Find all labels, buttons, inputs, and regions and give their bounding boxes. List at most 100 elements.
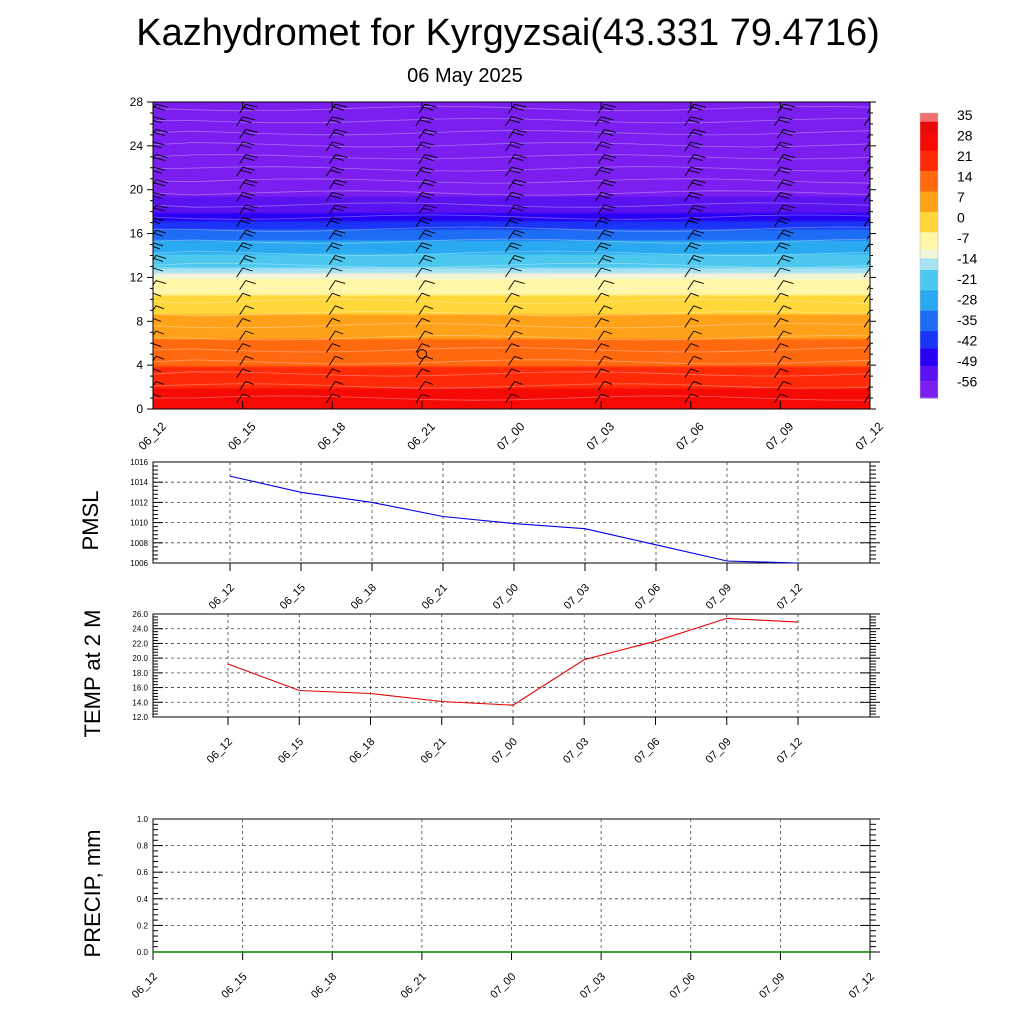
wind-barb-flag: [245, 254, 256, 259]
colorbar-tick-label: -7: [957, 230, 970, 246]
wind-barb-flag: [783, 280, 794, 285]
wind-barb-staff: [508, 355, 515, 366]
wind-barb-staff: [684, 267, 692, 278]
wind-barb-staff: [415, 368, 423, 379]
wind-barb-flag: [780, 343, 789, 348]
wind-barb-flag: [153, 106, 165, 111]
y-tick-label: 0.4: [137, 895, 149, 904]
isotherm-line: [153, 347, 870, 353]
wind-barb-flag: [604, 179, 617, 184]
isotherm-line: [153, 142, 870, 148]
panel-y-axis-label: TEMP at 2 M: [80, 610, 105, 738]
colorbar-swatch: [920, 299, 938, 303]
wind-barb-flag: [599, 194, 611, 199]
wind-barb-staff: [328, 229, 336, 240]
chart-subtitle: 06 May 2025: [407, 65, 523, 87]
wind-barb-flag: [514, 154, 527, 159]
isotherm-line: [153, 166, 870, 172]
x-tick-label: 06_18: [347, 736, 377, 766]
temperature-shading: [153, 102, 870, 409]
wind-barb-flag: [514, 254, 525, 259]
wind-barb-flag: [871, 107, 882, 110]
wind-barb-staff: [687, 330, 695, 341]
wind-barb-flag: [783, 254, 794, 259]
colorbar-swatch: [920, 275, 938, 280]
wind-barb-staff: [684, 242, 692, 253]
wind-barb-flag: [335, 280, 346, 285]
colorbar-swatch: [920, 127, 938, 131]
isotherm-line: [153, 118, 870, 124]
wind-barb-staff: [863, 267, 870, 278]
wind-barb-flag: [155, 280, 167, 285]
wind-barb-staff: [594, 217, 602, 227]
wind-barb-staff: [505, 292, 512, 303]
wind-barb-staff: [684, 343, 692, 353]
wind-barb-flag: [514, 355, 523, 360]
wind-barb-flag: [514, 103, 527, 108]
colorbar-tick-label: -42: [957, 333, 977, 349]
colorbar-swatch: [920, 252, 938, 256]
wind-barb-flag: [690, 166, 703, 171]
wind-barb-staff: [153, 217, 154, 219]
wind-barb-staff: [774, 192, 781, 202]
y-tick-label: 20.0: [132, 654, 148, 663]
x-tick-label: 06_12: [130, 971, 160, 1001]
wind-barb-flag: [512, 157, 524, 162]
wind-barb-flag: [153, 368, 162, 373]
wind-barb-staff: [153, 154, 157, 160]
wind-barb-flag: [604, 103, 617, 108]
wind-barb-staff: [415, 242, 423, 253]
y-tick-label: 16.0: [132, 684, 148, 693]
wind-barb-flag: [335, 229, 346, 234]
wind-barb-flag: [690, 242, 701, 247]
wind-barb-flag: [330, 245, 340, 250]
wind-barb-staff: [684, 217, 692, 227]
wind-barb-staff: [415, 217, 423, 227]
wind-barb-flag: [332, 116, 345, 121]
wind-barb-flag: [243, 157, 255, 162]
colorbar-swatch: [920, 136, 938, 140]
wind-barb-staff: [328, 305, 336, 316]
wind-barb-flag: [691, 106, 703, 111]
wind-barb-staff: [684, 141, 692, 152]
colorbar-swatch: [920, 243, 938, 248]
wind-barb-flag: [422, 157, 434, 162]
wind-barb-flag: [422, 131, 434, 136]
wind-barb-staff: [415, 318, 423, 328]
wind-barb-flag: [153, 232, 164, 237]
wind-barb-flag: [780, 242, 791, 247]
panel-frame: [152, 461, 871, 564]
wind-barb-flag: [332, 141, 345, 146]
wind-barb-flag: [690, 267, 701, 272]
wind-barb-staff: [866, 259, 870, 265]
wind-barb-staff: [774, 116, 781, 127]
wind-barb-staff: [328, 255, 336, 265]
wind-barb-staff: [597, 381, 605, 391]
wind-barb-flag: [243, 232, 253, 237]
colorbar-swatch: [920, 371, 938, 376]
colorbar-swatch: [920, 113, 938, 117]
wind-barb-flag: [780, 217, 791, 222]
wind-barb-flag: [778, 245, 788, 250]
wind-barb-staff: [863, 166, 870, 177]
wind-barb-staff: [508, 280, 515, 290]
y-tick-label: 18.0: [132, 669, 148, 678]
wind-barb-flag: [421, 191, 434, 196]
y-tick-label: 24: [130, 139, 144, 153]
colorbar-swatch: [920, 348, 938, 352]
wind-barb-staff: [866, 309, 870, 316]
x-tick-label: 06_18: [349, 582, 379, 612]
isotherm-line: [153, 359, 870, 365]
colorbar-swatch: [920, 144, 938, 149]
wind-barb-staff: [153, 142, 154, 143]
wind-barb-staff: [418, 179, 426, 190]
wind-barb-flag: [511, 317, 520, 322]
wind-barb-flag: [783, 103, 796, 108]
timeseries-panel: 0.0 0.2 0.4 0.6 0.8 1.0 06_12 06_15 06_18 06_21 07…: [80, 815, 880, 1001]
wind-barb-flag: [512, 131, 524, 136]
wind-barb-staff: [866, 284, 870, 290]
wind-barb-flag: [781, 182, 793, 187]
wind-barb-flag: [781, 106, 793, 111]
wind-barb-flag: [871, 258, 880, 261]
colorbar-swatch: [920, 182, 938, 187]
